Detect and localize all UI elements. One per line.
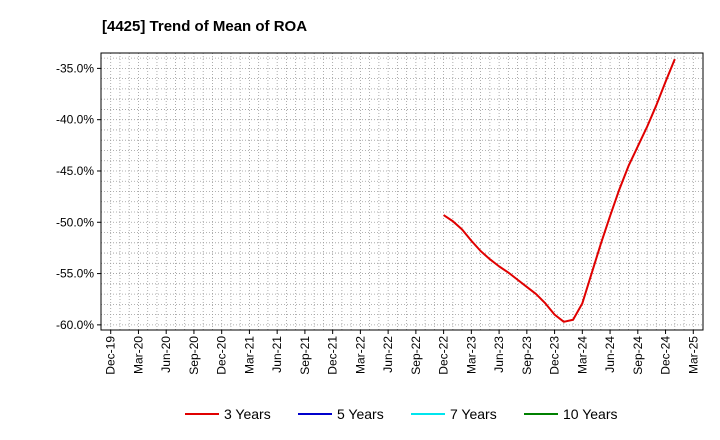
plot-frame (100, 52, 704, 331)
legend-label: 5 Years (337, 406, 384, 422)
x-tick-label: Sep-20 (187, 336, 201, 375)
x-tick-label: Mar-22 (353, 336, 367, 374)
x-tick-label: Mar-23 (464, 336, 478, 374)
series-line-3-years (443, 58, 676, 323)
x-tick-label: Dec-21 (326, 336, 340, 375)
y-tick-label: -55.0% (56, 267, 94, 281)
legend: 3 Years 5 Years 7 Years 10 Years (185, 406, 618, 422)
x-tick-label: Mar-20 (131, 336, 145, 374)
y-axis-ticks: -35.0% -40.0% -45.0% -50.0% -55.0% -60.0% (56, 61, 101, 332)
x-tick-label: Dec-19 (104, 336, 118, 375)
series-layer (443, 58, 676, 323)
y-tick-label: -50.0% (56, 215, 94, 229)
x-tick-label: Mar-21 (242, 336, 256, 374)
x-tick-label: Sep-24 (631, 336, 645, 375)
legend-label: 7 Years (450, 406, 497, 422)
x-tick-label: Jun-23 (492, 336, 506, 373)
x-tick-label: Jun-24 (603, 336, 617, 373)
x-tick-label: Jun-21 (270, 336, 284, 373)
x-tick-label: Jun-20 (159, 336, 173, 373)
y-tick-label: -40.0% (56, 113, 94, 127)
legend-label: 10 Years (563, 406, 618, 422)
x-tick-label: Sep-22 (409, 336, 423, 375)
x-tick-label: Dec-20 (215, 336, 229, 375)
y-tick-label: -35.0% (56, 61, 94, 75)
x-tick-label: Dec-24 (659, 336, 673, 375)
y-tick-label: -45.0% (56, 164, 94, 178)
x-tick-label: Mar-24 (575, 336, 589, 374)
x-tick-label: Mar-25 (686, 336, 700, 374)
x-tick-label: Sep-23 (520, 336, 534, 375)
legend-label: 3 Years (224, 406, 271, 422)
x-tick-label: Dec-22 (437, 336, 451, 375)
x-axis-ticks: Dec-19 Mar-20 Jun-20 Sep-20 Dec-20 Mar-21 Jun-… (104, 330, 700, 375)
x-tick-label: Jun-22 (381, 336, 395, 373)
y-tick-label: -60.0% (56, 318, 94, 332)
x-tick-label: Dec-23 (548, 336, 562, 375)
chart-title: [4425] Trend of Mean of ROA (102, 18, 307, 35)
x-tick-label: Sep-21 (298, 336, 312, 375)
grid-layer (101, 53, 703, 330)
